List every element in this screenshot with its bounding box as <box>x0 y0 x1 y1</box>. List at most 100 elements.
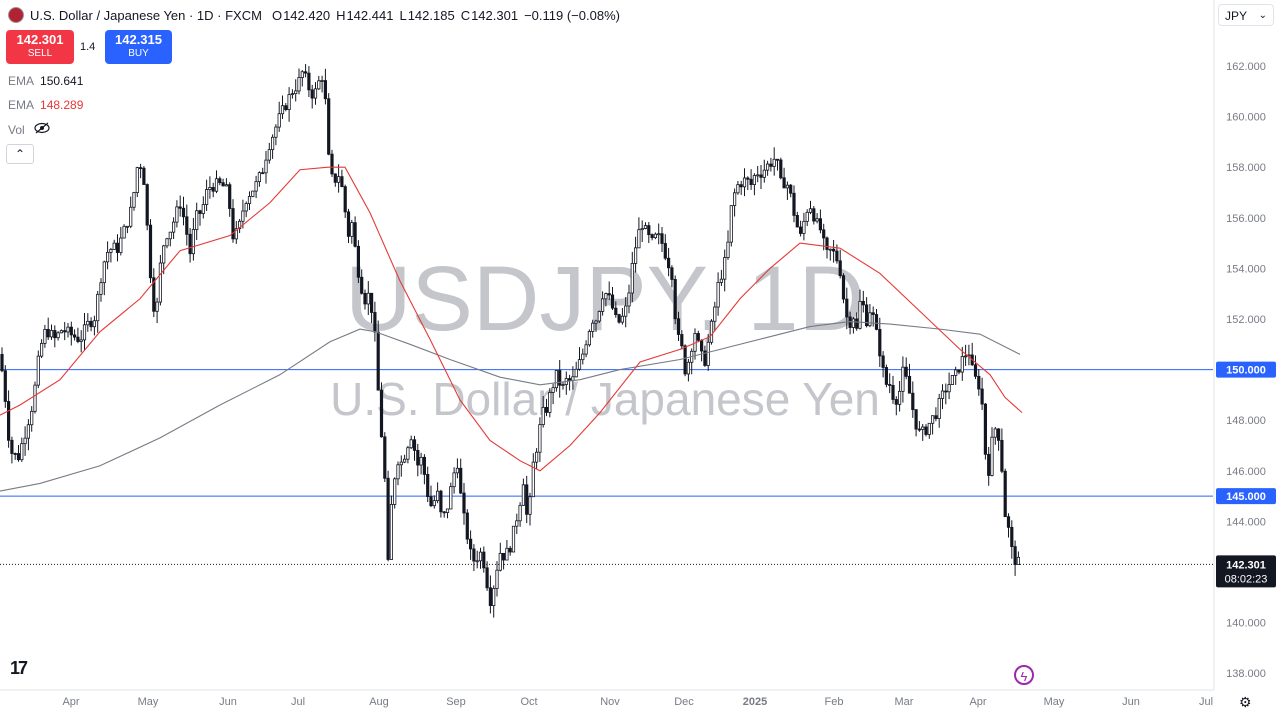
candle-body <box>346 211 351 237</box>
candle-body <box>515 520 519 527</box>
candle-body <box>597 311 601 322</box>
candle-body <box>376 331 380 391</box>
candle <box>89 317 93 332</box>
candle <box>950 374 955 385</box>
candle-body <box>478 551 483 562</box>
candle-body <box>102 261 106 284</box>
candle-body <box>894 399 898 405</box>
candle <box>591 319 595 338</box>
price-tick-label: 138.000 <box>1226 668 1266 680</box>
candle-body <box>327 98 331 155</box>
candle <box>947 372 951 400</box>
candle <box>960 346 964 381</box>
indicator-ema-fast[interactable]: EMA 150.641 <box>8 74 83 88</box>
candle <box>23 426 27 456</box>
candle-body <box>0 354 4 372</box>
candle <box>86 313 90 332</box>
candle-body <box>620 315 625 323</box>
candle <box>383 432 387 483</box>
candle-body <box>422 456 427 475</box>
candle <box>838 249 842 279</box>
candle <box>657 223 661 245</box>
candle <box>551 383 555 405</box>
candle <box>475 550 479 569</box>
candle <box>667 247 671 277</box>
lightning-icon[interactable]: ϟ <box>1014 665 1034 685</box>
candle <box>980 377 984 410</box>
sell-button[interactable]: 142.301 SELL <box>6 30 74 64</box>
time-tick-label: Apr <box>969 696 986 708</box>
candle <box>16 445 21 462</box>
time-tick-label: Oct <box>520 696 537 708</box>
candle <box>452 467 456 494</box>
candle-body <box>356 245 361 278</box>
candle-body <box>445 508 450 513</box>
candle <box>515 513 519 534</box>
candle <box>568 374 572 391</box>
candle <box>119 227 123 256</box>
candle-body <box>20 443 24 461</box>
buy-button[interactable]: 142.315 BUY <box>105 30 172 64</box>
tradingview-logo-icon[interactable]: 17 <box>10 658 28 678</box>
candle <box>96 290 100 333</box>
collapse-legend-button[interactable]: ⌃ <box>6 144 34 164</box>
indicator-name: Vol <box>8 123 25 137</box>
candle-body <box>63 330 67 333</box>
candle <box>637 217 641 249</box>
candle <box>129 196 133 229</box>
candle-body <box>782 177 786 189</box>
candle-body <box>700 339 704 352</box>
candle <box>805 209 809 227</box>
candle <box>700 339 704 362</box>
candle-body <box>99 282 103 295</box>
candle <box>967 344 971 366</box>
indicator-volume[interactable]: Vol <box>8 122 50 137</box>
candle-body <box>891 385 895 400</box>
gear-icon[interactable]: ⚙ <box>1239 694 1252 710</box>
candle-body <box>234 228 238 240</box>
candle-body <box>789 184 793 194</box>
indicator-name: EMA <box>8 74 35 88</box>
candle-body <box>977 375 981 390</box>
candle-body <box>841 275 846 300</box>
candle-body <box>723 257 727 280</box>
candle-body <box>162 245 166 264</box>
candle-body <box>1010 526 1014 547</box>
candle <box>756 165 760 183</box>
candle <box>501 552 506 570</box>
change-value: −0.119 (−0.08%) <box>524 7 620 23</box>
symbol-title[interactable]: U.S. Dollar / Japanese Yen · 1D · FXCM <box>30 7 262 23</box>
chevron-up-icon: ⌃ <box>14 147 26 161</box>
candle <box>868 304 872 328</box>
candle-body <box>950 374 955 385</box>
candle-body <box>254 181 258 192</box>
candle-body <box>241 210 245 222</box>
eye-hidden-icon[interactable] <box>34 122 50 137</box>
price-tick-label: 152.000 <box>1226 314 1266 326</box>
currency-select[interactable]: JPY ⌄ <box>1218 4 1274 26</box>
watermark: USDJPY, 1DU.S. Dollar / Japanese Yen <box>330 248 880 425</box>
candle-body <box>389 504 394 560</box>
candle-body <box>1000 439 1004 472</box>
candle-body <box>363 292 367 305</box>
candle <box>617 313 621 324</box>
candle <box>954 366 958 385</box>
candle <box>970 342 974 366</box>
candle-body <box>907 375 912 394</box>
candle <box>528 492 532 526</box>
candle-body <box>940 390 945 399</box>
candle <box>369 292 374 324</box>
candle-body <box>521 484 526 506</box>
candle-body <box>336 176 341 183</box>
candle-body <box>30 410 34 426</box>
indicator-ema-slow[interactable]: EMA 148.289 <box>8 98 83 112</box>
candle <box>601 291 605 316</box>
candle-body <box>581 353 585 361</box>
candle <box>558 360 562 398</box>
candle <box>802 212 806 241</box>
indicator-value: 148.289 <box>40 98 84 112</box>
candle <box>66 323 70 338</box>
candle-body <box>947 384 951 393</box>
price-tag-text: 150.000 <box>1226 365 1266 377</box>
